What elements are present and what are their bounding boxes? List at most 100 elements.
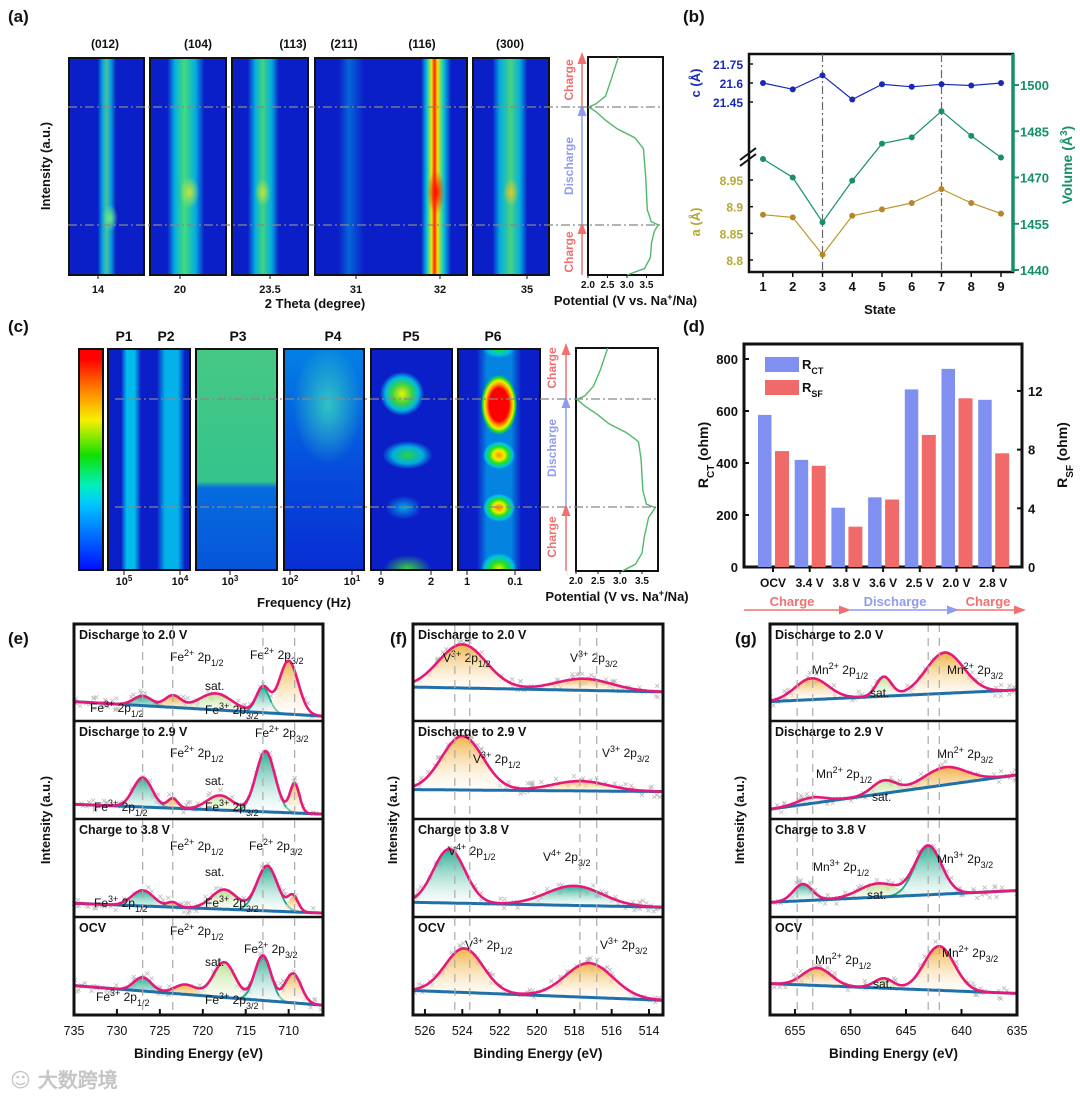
data-cross-icon [570,671,575,677]
data-cross-icon [308,1005,313,1010]
data-cross-icon [644,900,649,906]
x-tick-label: 7 [938,279,945,294]
data-cross-icon [229,794,235,800]
x-tick-label: 640 [951,1024,972,1038]
x-tick-label: 518 [564,1024,585,1038]
label-segment: 2+ [269,724,279,734]
spectrum-title: Discharge to 2.9 V [418,725,527,739]
drt-peak-label: P1 [115,328,132,344]
data-point-volume [998,154,1004,161]
label-segment: 3+ [610,744,620,754]
y-tick-label: 21.45 [713,96,743,110]
label-segment: 2p [194,924,211,938]
data-cross-icon [93,694,99,700]
y-tick-label: 200 [716,508,738,523]
background-line [769,688,1017,704]
category-label: 3.4 V [796,576,824,590]
label-segment: 3/2 [290,847,303,857]
x-tick-label: 4 [849,279,857,294]
data-cross-icon [185,695,190,701]
peak-label: V4+ 2p3/2 [543,848,590,868]
label-segment: sat. [870,686,889,700]
label-segment: 3/2 [637,754,650,764]
data-point-a [849,212,856,219]
fitted-peak-orange [413,644,663,692]
peak-label: V3+ 2p3/2 [602,744,649,764]
data-cross-icon [102,697,108,703]
bar-rsf [921,434,936,567]
potential-tick-label: 3.0 [613,576,627,587]
potential-tick-label: 3.0 [620,280,634,291]
x-tick-label: 710 [278,1024,299,1038]
label-segment: Fe [94,800,108,814]
data-cross-icon [933,939,939,944]
label-segment: 3 [234,574,239,583]
bar-rsf [775,451,789,567]
drt-peak-label: P3 [229,328,246,344]
drt-colorbar [78,348,104,571]
series-line-volume [762,110,1002,224]
fitted-peak-sat [770,676,1017,702]
data-cross-icon [649,784,654,789]
label-segment: V [570,651,578,665]
x-axis-title: Binding Energy (eV) [134,1046,263,1061]
drt-peak-label: P6 [484,328,501,344]
label-segment: 4+ [551,848,561,858]
data-cross-icon [996,779,1002,785]
x-tick-label: 730 [107,1024,128,1038]
data-cross-icon [416,981,422,987]
data-cross-icon [794,880,799,886]
data-cross-icon [138,688,143,694]
bar-rct [758,414,772,567]
data-cross-icon [146,884,151,890]
watermark-logo-icon: ☺ [10,1068,38,1092]
y-tick-label: 8.95 [720,174,744,188]
reflection-label: (211) [330,37,357,51]
reflection-label: (116) [408,37,435,51]
data-cross-icon [974,992,980,998]
fitted-peak-orange [770,652,1017,702]
label-segment: 3+ [110,988,120,998]
label-segment: 2p [491,752,508,766]
x-tick-label: 650 [840,1024,861,1038]
label-segment: sat. [872,790,891,804]
y-tick-label: 21.6 [720,77,744,91]
data-cross-icon [180,694,186,700]
x-tick-label: 524 [452,1024,473,1038]
label-segment: 2p [969,946,986,960]
data-cross-icon [797,879,803,884]
data-cross-icon [166,792,172,797]
peak-label: Fe2+ 2p1/2 [170,744,223,764]
label-segment: 1/2 [508,760,521,770]
label-segment: 3/2 [635,946,648,956]
frequency-tick-label: 104 [172,574,189,589]
data-cross-icon [90,798,96,803]
data-cross-icon [782,800,787,806]
label-segment: 3+ [219,701,229,711]
data-cross-icon [185,910,191,916]
x-tick-label: 35 [521,284,533,296]
data-cross-icon [638,900,643,905]
data-cross-icon [628,783,634,789]
y-tick-label: 8.8 [726,254,743,268]
panel-label: (b) [683,7,705,26]
data-cross-icon [888,775,894,780]
data-point-a [879,206,885,213]
label-segment: sat. [205,679,224,693]
data-cross-icon [845,987,851,993]
peak-label: Fe2+ 2p1/2 [170,837,223,857]
data-cross-icon [158,894,163,899]
peak-label: Mn2+ 2p1/2 [815,951,871,971]
data-point-volume [879,140,885,147]
label-segment: 2+ [264,646,274,656]
label-segment: (ohm) [1054,422,1070,465]
data-cross-icon [943,759,948,764]
background-line [413,900,663,909]
label-segment: 2p [279,726,296,740]
xrd-heatmap-211-116 [314,57,468,276]
label-segment: Fe [90,701,104,715]
x-tick-label: 6 [908,279,915,294]
bar-rsf [958,398,973,567]
data-cross-icon [75,989,80,994]
x-tick-label: 3 [819,279,826,294]
